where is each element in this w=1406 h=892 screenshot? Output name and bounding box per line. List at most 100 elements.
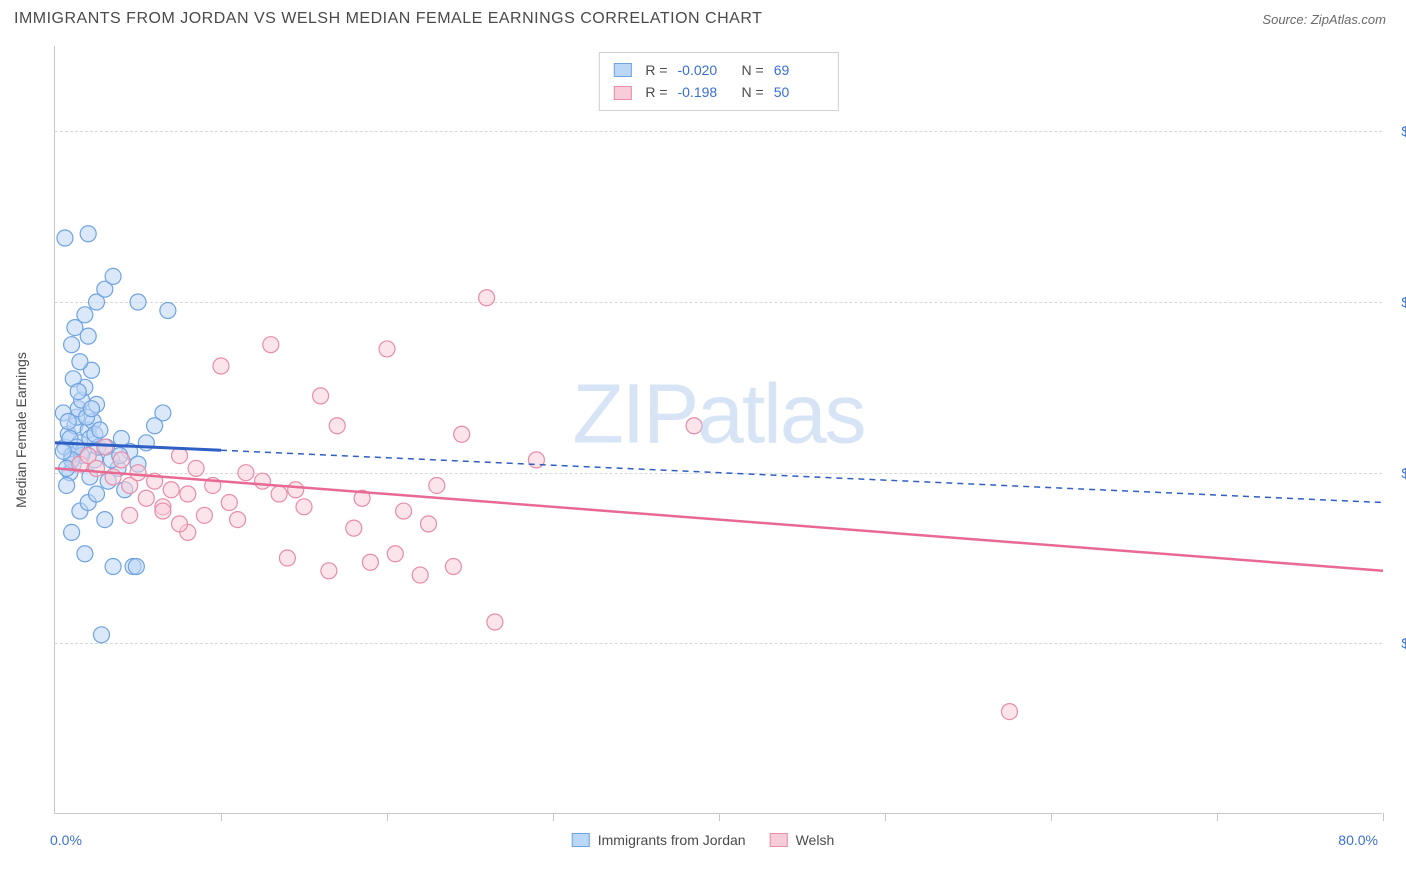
data-point	[160, 303, 176, 319]
legend-r-value: -0.198	[678, 81, 728, 103]
legend-swatch	[613, 63, 631, 77]
data-point	[528, 452, 544, 468]
y-tick-label: $40,000	[1388, 465, 1406, 481]
data-point	[213, 358, 229, 374]
data-point	[77, 307, 93, 323]
data-point	[89, 460, 105, 476]
legend-label: Immigrants from Jordan	[598, 832, 746, 848]
x-tick	[387, 813, 388, 821]
data-point	[172, 516, 188, 532]
y-tick-label: $60,000	[1388, 294, 1406, 310]
data-point	[346, 520, 362, 536]
x-tick	[1383, 813, 1384, 821]
data-point	[128, 559, 144, 575]
data-point	[130, 294, 146, 310]
data-point	[429, 477, 445, 493]
data-point	[221, 495, 237, 511]
data-point	[329, 418, 345, 434]
data-point	[479, 290, 495, 306]
legend-swatch	[572, 833, 590, 847]
data-point	[113, 452, 129, 468]
data-point	[89, 486, 105, 502]
data-point	[70, 384, 86, 400]
data-point	[163, 482, 179, 498]
legend-n-value: 50	[774, 81, 824, 103]
chart-plot-area: Median Female Earnings $20,000$40,000$60…	[54, 46, 1382, 814]
data-point	[155, 503, 171, 519]
data-point	[105, 268, 121, 284]
x-axis-min-label: 0.0%	[50, 832, 82, 848]
data-point	[396, 503, 412, 519]
legend-swatch	[770, 833, 788, 847]
data-point	[80, 226, 96, 242]
data-point	[296, 499, 312, 515]
data-point	[255, 473, 271, 489]
data-point	[445, 559, 461, 575]
legend-swatch	[613, 86, 631, 100]
data-point	[92, 422, 108, 438]
data-point	[271, 486, 287, 502]
data-point	[313, 388, 329, 404]
data-point	[64, 524, 80, 540]
data-point	[196, 507, 212, 523]
legend-stats-box: R =-0.020N =69R =-0.198N =50	[598, 52, 838, 111]
data-point	[288, 482, 304, 498]
legend-label: Welsh	[796, 832, 835, 848]
chart-header: IMMIGRANTS FROM JORDAN VS WELSH MEDIAN F…	[0, 0, 1406, 36]
data-point	[84, 401, 100, 417]
data-point	[93, 627, 109, 643]
legend-item: Immigrants from Jordan	[572, 832, 746, 848]
x-tick	[719, 813, 720, 821]
regression-line	[55, 468, 1383, 570]
y-tick-label: $20,000	[1388, 635, 1406, 651]
data-point	[57, 230, 73, 246]
data-point	[321, 563, 337, 579]
data-point	[130, 465, 146, 481]
x-tick	[885, 813, 886, 821]
legend-r-value: -0.020	[678, 59, 728, 81]
data-point	[80, 328, 96, 344]
data-point	[230, 512, 246, 528]
data-point	[138, 490, 154, 506]
x-axis-max-label: 80.0%	[1338, 832, 1378, 848]
data-point	[122, 507, 138, 523]
data-point	[454, 426, 470, 442]
data-point	[55, 443, 71, 459]
data-point	[238, 465, 254, 481]
legend-item: Welsh	[770, 832, 835, 848]
data-point	[59, 477, 75, 493]
data-point	[64, 337, 80, 353]
data-point	[379, 341, 395, 357]
data-point	[188, 460, 204, 476]
data-point	[362, 554, 378, 570]
chart-source: Source: ZipAtlas.com	[1262, 12, 1386, 27]
data-point	[412, 567, 428, 583]
data-point	[105, 559, 121, 575]
data-point	[97, 439, 113, 455]
data-point	[147, 418, 163, 434]
data-point	[387, 546, 403, 562]
data-point	[421, 516, 437, 532]
legend-series: Immigrants from Jordan Welsh	[572, 832, 834, 848]
data-point	[60, 413, 76, 429]
x-tick	[553, 813, 554, 821]
y-tick-label: $80,000	[1388, 123, 1406, 139]
legend-n-value: 69	[774, 59, 824, 81]
data-point	[77, 546, 93, 562]
legend-stat-row: R =-0.198N =50	[613, 81, 823, 103]
chart-title: IMMIGRANTS FROM JORDAN VS WELSH MEDIAN F…	[14, 10, 762, 28]
scatter-plot-svg	[55, 46, 1383, 814]
legend-stat-row: R =-0.020N =69	[613, 59, 823, 81]
x-tick	[221, 813, 222, 821]
data-point	[487, 614, 503, 630]
x-tick	[1051, 813, 1052, 821]
y-axis-title: Median Female Earnings	[13, 352, 29, 508]
data-point	[279, 550, 295, 566]
data-point	[97, 512, 113, 528]
data-point	[72, 354, 88, 370]
x-tick	[1217, 813, 1218, 821]
data-point	[1002, 704, 1018, 720]
data-point	[180, 486, 196, 502]
data-point	[686, 418, 702, 434]
data-point	[263, 337, 279, 353]
